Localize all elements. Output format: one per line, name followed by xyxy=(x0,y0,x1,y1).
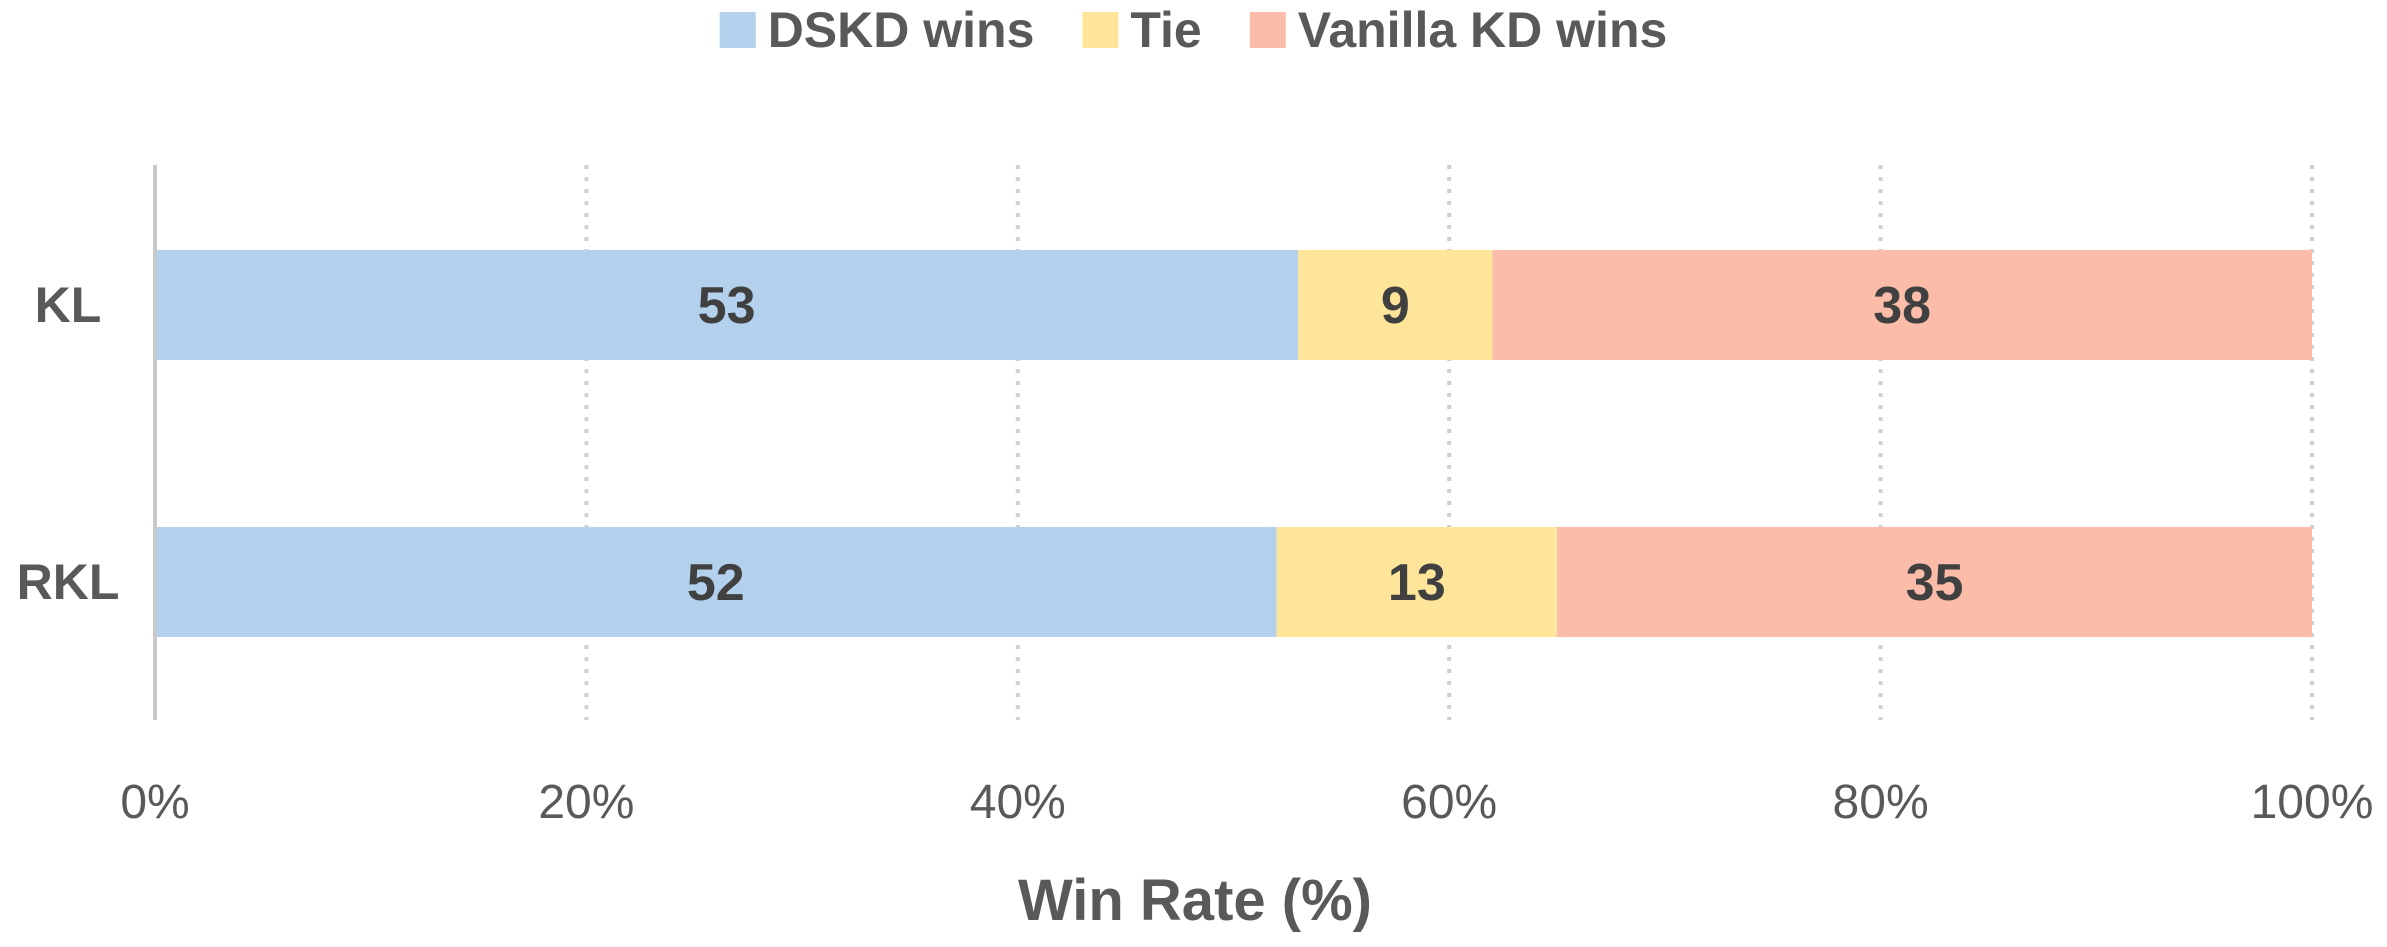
data-label: 13 xyxy=(1388,554,1446,612)
data-label: 9 xyxy=(1381,277,1410,335)
data-label: 52 xyxy=(687,554,745,612)
x-tick-label: 60% xyxy=(1401,776,1497,829)
legend-swatch xyxy=(719,12,756,48)
legend-label: Vanilla KD wins xyxy=(1298,2,1668,58)
bar-segment xyxy=(155,527,1277,637)
category-label: KL xyxy=(35,277,102,333)
bar-segment xyxy=(1557,527,2312,637)
data-label: 53 xyxy=(698,277,756,335)
bar-segment xyxy=(1276,527,1558,637)
bar-segment xyxy=(1298,250,1493,360)
x-axis-ticks: 0% 20% 40% 60% 80% 100% xyxy=(120,776,2373,829)
bar-segment xyxy=(1492,250,2312,360)
legend-item: Tie xyxy=(1082,2,1202,58)
data-label: 38 xyxy=(1873,277,1931,335)
x-tick-label: 20% xyxy=(538,776,634,829)
category-label: RKL xyxy=(17,554,120,610)
bars: 53 9 38 52 13 35 xyxy=(155,250,2312,637)
x-tick-label: 0% xyxy=(120,776,189,829)
legend-label: Tie xyxy=(1130,2,1201,58)
gridlines xyxy=(584,165,2314,720)
legend-label: DSKD wins xyxy=(768,2,1035,58)
x-tick-label: 80% xyxy=(1833,776,1929,829)
x-tick-label: 40% xyxy=(970,776,1066,829)
x-tick-label: 100% xyxy=(2251,776,2374,829)
y-axis: KL RKL xyxy=(17,165,157,720)
x-axis-title: Win Rate (%) xyxy=(1018,868,1372,933)
legend-item: DSKD wins xyxy=(719,2,1035,58)
bar-segment xyxy=(155,250,1299,360)
legend: DSKD wins Tie Vanilla KD wins xyxy=(719,2,1668,58)
data-label: 35 xyxy=(1906,554,1964,612)
legend-item: Vanilla KD wins xyxy=(1249,2,1668,58)
legend-swatch xyxy=(1082,12,1119,48)
legend-swatch xyxy=(1249,12,1286,48)
